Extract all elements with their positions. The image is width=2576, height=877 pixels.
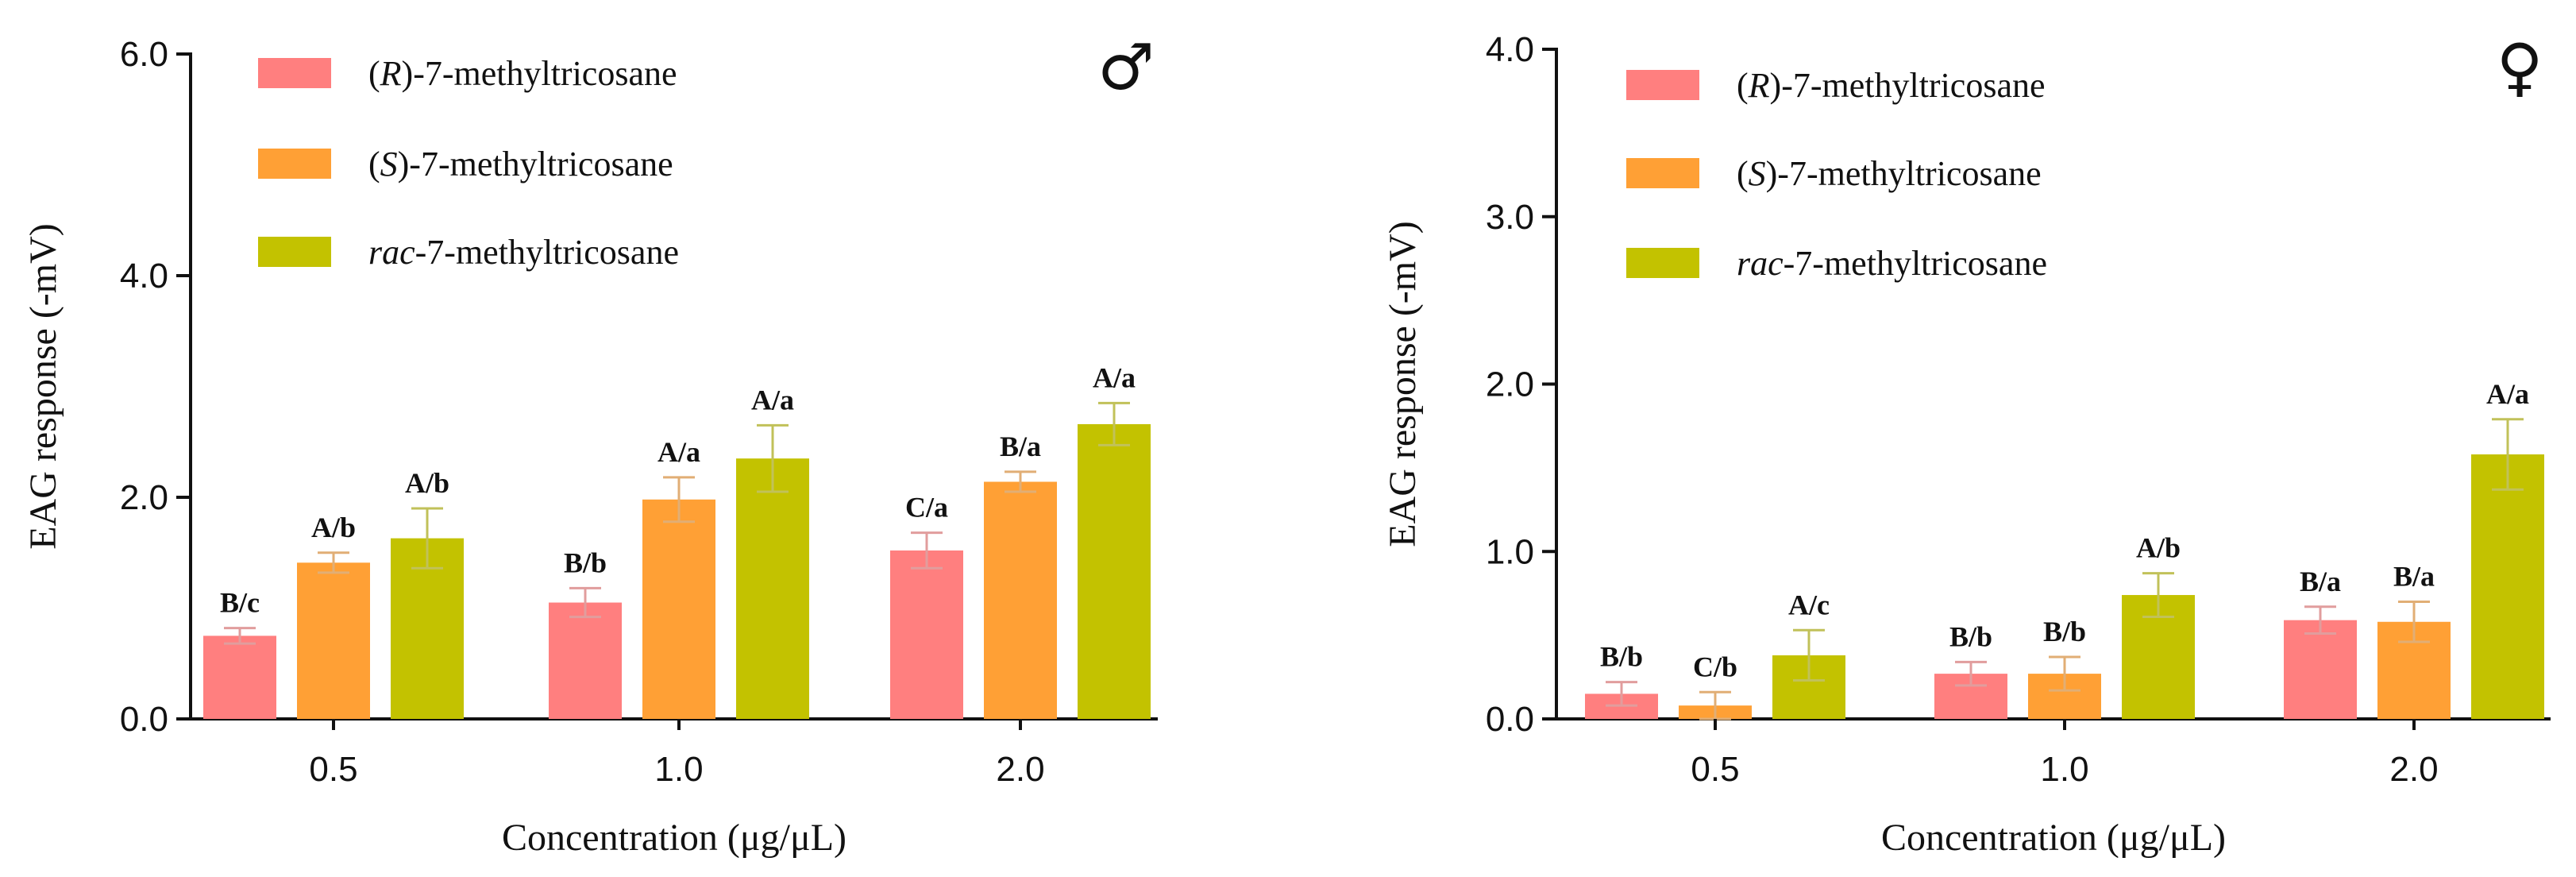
x-tick-label: 2.0 bbox=[2389, 750, 2438, 789]
legend: (R)-7-methyltricosane(S)-7-methyltricosa… bbox=[1626, 66, 2047, 283]
significance-label: C/b bbox=[1693, 651, 1737, 682]
significance-label: C/a bbox=[905, 492, 948, 523]
female-symbol: ♀ bbox=[2497, 30, 2543, 104]
female-chart: 0.0 1.0 2.0 3.0 4.0 B/b B/b B/a C/b B/b B/a A/c A/b A… bbox=[1382, 30, 2551, 859]
bar[interactable] bbox=[984, 481, 1057, 719]
legend-swatch bbox=[1626, 248, 1699, 278]
significance-label: B/b bbox=[1600, 641, 1643, 673]
legend-label-suffix: )-7-methyltricosane bbox=[402, 54, 677, 93]
legend-label-italic: rac bbox=[368, 233, 415, 272]
x-axis-title: Concentration (μg/μL) bbox=[1881, 817, 2226, 859]
y-tick-label: 0.0 bbox=[120, 700, 168, 739]
x-tick-label: 0.5 bbox=[309, 750, 357, 789]
significance-label: B/a bbox=[2300, 566, 2341, 597]
bar[interactable] bbox=[2284, 620, 2357, 719]
x-tick-label: 2.0 bbox=[996, 750, 1044, 789]
x-tick-label: 1.0 bbox=[654, 750, 703, 789]
significance-label: B/b bbox=[2043, 616, 2086, 647]
legend-label-suffix: )-7-methyltricosane bbox=[398, 145, 673, 184]
bar[interactable] bbox=[2471, 454, 2544, 719]
y-tick-label: 1.0 bbox=[1486, 532, 1534, 571]
x-axis-title: Concentration (μg/μL) bbox=[502, 817, 846, 859]
legend-label-suffix: -7-methyltricosane bbox=[415, 233, 679, 272]
legend-label: rac-7-methyltricosane bbox=[1737, 244, 2047, 283]
bar[interactable] bbox=[297, 562, 370, 719]
significance-label: A/b bbox=[405, 467, 449, 499]
legend-label: (R)-7-methyltricosane bbox=[1737, 66, 2046, 105]
legend-label-italic: R bbox=[1748, 66, 1770, 105]
y-tick-label: 4.0 bbox=[1486, 30, 1534, 69]
legend-label-italic: rac bbox=[1737, 244, 1784, 283]
significance-label: A/b bbox=[2136, 532, 2181, 564]
significance-label: A/a bbox=[1093, 361, 1136, 393]
bar[interactable] bbox=[890, 550, 963, 719]
y-axis-title: EAG response (-mV) bbox=[22, 223, 64, 550]
bar[interactable] bbox=[642, 499, 715, 719]
legend: (R)-7-methyltricosane(S)-7-methyltricosa… bbox=[258, 54, 679, 272]
legend-swatch bbox=[1626, 70, 1699, 100]
significance-label: B/b bbox=[1949, 620, 1992, 652]
legend-label-prefix: ( bbox=[1737, 154, 1749, 193]
legend-label: (S)-7-methyltricosane bbox=[368, 145, 673, 184]
significance-label: A/a bbox=[2486, 378, 2529, 410]
y-tick-label: 6.0 bbox=[120, 35, 168, 74]
legend-label-prefix: ( bbox=[368, 145, 380, 184]
legend-label-italic: R bbox=[380, 54, 402, 93]
legend-swatch bbox=[258, 149, 331, 179]
legend-swatch bbox=[258, 237, 331, 267]
y-axis-title: EAG response (-mV) bbox=[1382, 221, 1424, 547]
bar[interactable] bbox=[1078, 423, 1151, 719]
significance-label: B/a bbox=[2393, 560, 2435, 592]
legend-label-italic: S bbox=[380, 145, 398, 184]
y-tick-label: 2.0 bbox=[120, 478, 168, 517]
legend-label-prefix: ( bbox=[1737, 66, 1749, 105]
legend-label-italic: S bbox=[1749, 154, 1766, 193]
bar[interactable] bbox=[549, 602, 622, 719]
legend-swatch bbox=[258, 58, 331, 88]
significance-label: A/c bbox=[1788, 589, 1830, 620]
male-chart: 0.0 2.0 4.0 6.0 B/c B/b C/a A/b A/a B/a A/b A/a A/a 0… bbox=[22, 30, 1158, 859]
legend-swatch bbox=[1626, 158, 1699, 188]
y-tick-label: 0.0 bbox=[1486, 700, 1534, 739]
significance-label: B/c bbox=[220, 587, 260, 619]
legend-label-suffix: -7-methyltricosane bbox=[1784, 244, 2047, 283]
legend-label: (S)-7-methyltricosane bbox=[1737, 154, 2042, 193]
y-tick-label: 2.0 bbox=[1486, 365, 1534, 404]
legend-label-suffix: )-7-methyltricosane bbox=[1766, 154, 2042, 193]
legend-label: rac-7-methyltricosane bbox=[368, 233, 679, 272]
legend-label-prefix: ( bbox=[368, 54, 380, 93]
significance-label: B/b bbox=[564, 547, 607, 578]
bar[interactable] bbox=[736, 458, 809, 719]
legend-label: (R)-7-methyltricosane bbox=[368, 54, 677, 93]
legend-label-suffix: )-7-methyltricosane bbox=[1770, 66, 2046, 105]
y-tick-label: 3.0 bbox=[1486, 198, 1534, 237]
significance-label: A/b bbox=[311, 512, 356, 543]
significance-label: A/a bbox=[751, 384, 794, 415]
x-tick-label: 1.0 bbox=[2040, 750, 2088, 789]
x-tick-label: 0.5 bbox=[1691, 750, 1739, 789]
bar[interactable] bbox=[203, 636, 276, 719]
male-symbol: ♂ bbox=[1097, 30, 1155, 104]
y-tick-label: 4.0 bbox=[120, 257, 168, 296]
significance-label: A/a bbox=[657, 436, 700, 468]
significance-label: B/a bbox=[1000, 431, 1041, 462]
